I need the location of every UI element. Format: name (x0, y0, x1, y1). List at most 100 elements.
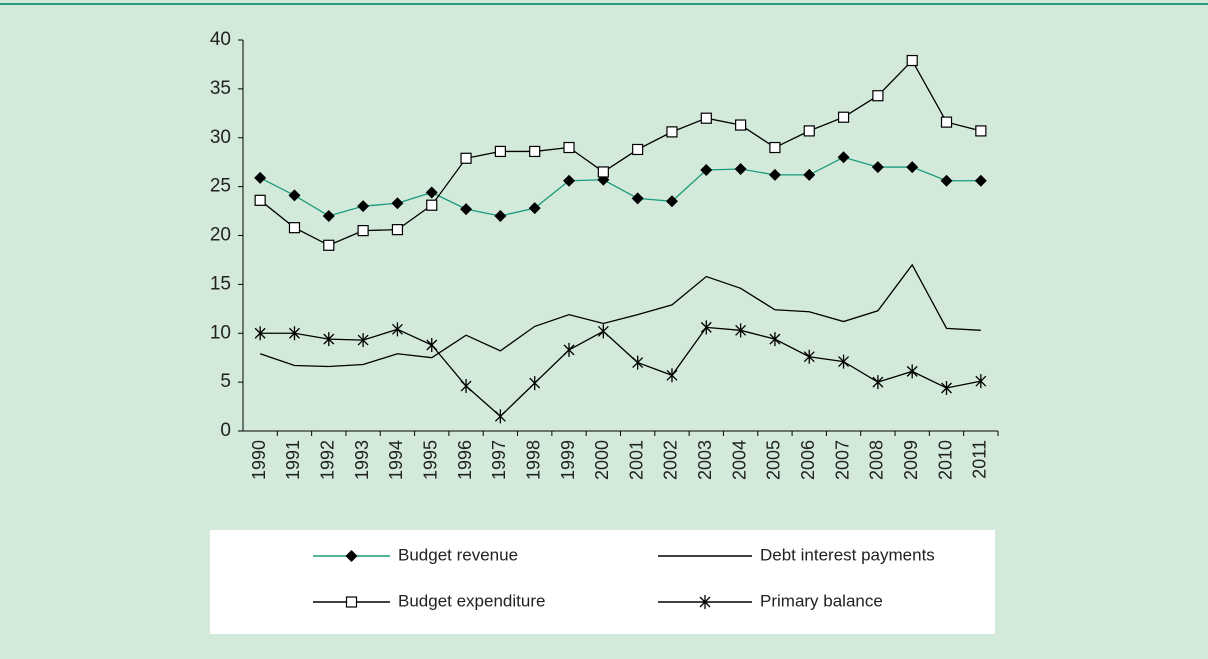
marker (254, 171, 267, 184)
marker (837, 111, 850, 123)
marker (769, 141, 781, 154)
marker (665, 195, 678, 208)
marker (735, 119, 747, 131)
legend-label: Debt interest payments (760, 545, 935, 564)
marker (837, 151, 850, 164)
marker (289, 326, 300, 341)
marker (906, 161, 919, 174)
marker (941, 380, 952, 395)
marker (563, 342, 575, 357)
marker (528, 202, 541, 215)
marker (597, 166, 609, 178)
marker (494, 145, 506, 158)
marker (391, 224, 404, 236)
marker (357, 200, 370, 213)
x-tick-label: 1997 (489, 440, 509, 480)
marker (803, 125, 815, 137)
series-line (259, 156, 981, 217)
marker (872, 90, 884, 102)
marker (391, 322, 403, 337)
marker (323, 332, 335, 347)
x-tick-label: 2006 (798, 440, 818, 480)
marker (974, 174, 987, 187)
marker (460, 152, 472, 164)
marker (631, 192, 644, 205)
marker (838, 354, 850, 369)
y-tick-label: 15 (210, 273, 231, 294)
marker (735, 323, 747, 338)
marker (357, 225, 369, 237)
x-tick-label: 2003 (695, 440, 715, 480)
marker (940, 116, 953, 128)
marker (975, 125, 987, 137)
y-tick-label: 0 (220, 420, 231, 441)
marker (323, 239, 335, 251)
marker (768, 168, 781, 181)
marker (494, 409, 506, 424)
marker (426, 337, 438, 352)
x-tick-label: 1999 (558, 440, 578, 480)
marker (700, 320, 712, 335)
x-tick-label: 2008 (867, 440, 887, 480)
x-tick-label: 2011 (970, 440, 990, 479)
marker (803, 349, 815, 364)
marker (803, 168, 816, 181)
x-tick-label: 1994 (386, 440, 406, 480)
marker (288, 189, 301, 202)
marker (494, 209, 507, 222)
marker (871, 161, 884, 174)
x-tick-label: 2002 (661, 440, 681, 480)
y-tick-label: 30 (210, 127, 231, 148)
y-tick-label: 10 (210, 322, 231, 343)
marker (666, 126, 678, 138)
x-tick-label: 2001 (626, 440, 646, 480)
marker (700, 112, 712, 124)
x-tick-label: 2005 (764, 440, 784, 480)
marker (529, 145, 541, 158)
x-tick-label: 1993 (352, 440, 372, 480)
marker (322, 209, 335, 222)
marker (769, 332, 781, 347)
marker (906, 54, 918, 67)
marker (563, 174, 576, 187)
marker (632, 143, 644, 156)
series-line (259, 59, 982, 246)
marker (700, 164, 713, 177)
x-tick-label: 2007 (832, 440, 852, 480)
x-tick-label: 1990 (249, 440, 269, 480)
x-tick-label: 2004 (729, 440, 749, 480)
marker (460, 379, 472, 394)
marker (975, 374, 987, 389)
marker (734, 163, 747, 176)
marker (597, 324, 609, 339)
series-line (259, 263, 981, 368)
marker (426, 199, 438, 211)
marker (940, 174, 953, 187)
marker (345, 596, 358, 608)
marker (425, 186, 438, 199)
series-line (260, 326, 981, 418)
marker (632, 355, 644, 370)
x-tick-label: 1998 (523, 440, 543, 480)
x-tick-label: 1992 (318, 440, 338, 480)
marker (345, 550, 358, 562)
legend-label: Primary balance (760, 591, 883, 610)
marker (699, 595, 711, 609)
y-tick-label: 20 (210, 225, 231, 246)
x-tick-label: 1991 (283, 440, 303, 480)
marker (460, 203, 473, 216)
x-tick-label: 2009 (901, 440, 921, 480)
marker (254, 326, 266, 341)
marker (666, 368, 678, 383)
y-tick-label: 40 (210, 29, 231, 50)
y-tick-label: 25 (210, 176, 231, 197)
y-tick-label: 5 (220, 371, 231, 392)
marker (906, 364, 918, 379)
marker (529, 376, 541, 391)
marker (357, 333, 369, 348)
x-tick-label: 2010 (935, 440, 955, 480)
marker (288, 222, 301, 234)
marker (391, 197, 404, 210)
x-tick-label: 2000 (592, 440, 612, 480)
